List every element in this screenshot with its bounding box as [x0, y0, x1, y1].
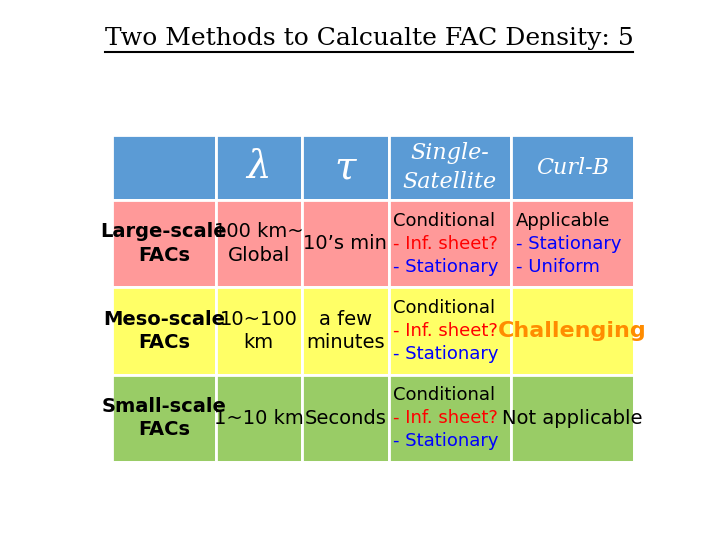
- Text: Conditional: Conditional: [393, 386, 495, 404]
- Text: - Inf. sheet?: - Inf. sheet?: [393, 409, 498, 427]
- Bar: [112, 287, 215, 375]
- Text: Applicable: Applicable: [516, 212, 610, 230]
- Text: 10’s min: 10’s min: [303, 234, 387, 253]
- Bar: [511, 287, 634, 375]
- Bar: [112, 136, 215, 200]
- Text: λ: λ: [246, 149, 271, 186]
- Text: a few
minutes: a few minutes: [306, 309, 384, 352]
- Text: Conditional: Conditional: [393, 212, 495, 230]
- Text: 100 km~
Global: 100 km~ Global: [214, 222, 304, 265]
- Text: 10~100
km: 10~100 km: [220, 309, 298, 352]
- Bar: [215, 287, 302, 375]
- Bar: [302, 136, 389, 200]
- Text: - Inf. sheet?: - Inf. sheet?: [393, 322, 498, 340]
- Text: Meso-scale
FACs: Meso-scale FACs: [103, 309, 225, 352]
- Bar: [511, 200, 634, 287]
- Text: - Stationary: - Stationary: [393, 258, 498, 275]
- Bar: [215, 375, 302, 462]
- Bar: [389, 287, 511, 375]
- Text: τ: τ: [335, 149, 356, 186]
- Text: Conditional: Conditional: [393, 299, 495, 317]
- Text: Small-scale
FACs: Small-scale FACs: [102, 397, 226, 440]
- Text: Large-scale
FACs: Large-scale FACs: [101, 222, 228, 265]
- Text: Not applicable: Not applicable: [503, 409, 643, 428]
- Title: Two Methods to Calcualte FAC Density: 5: Two Methods to Calcualte FAC Density: 5: [104, 28, 634, 50]
- Bar: [511, 136, 634, 200]
- Bar: [511, 375, 634, 462]
- Bar: [112, 375, 215, 462]
- Bar: [302, 200, 389, 287]
- Text: - Stationary: - Stationary: [516, 234, 621, 253]
- Bar: [389, 200, 511, 287]
- Bar: [302, 287, 389, 375]
- Bar: [389, 375, 511, 462]
- Text: - Uniform: - Uniform: [516, 258, 600, 275]
- Text: - Stationary: - Stationary: [393, 345, 498, 363]
- Bar: [302, 375, 389, 462]
- Bar: [215, 200, 302, 287]
- Bar: [112, 200, 215, 287]
- Text: Single-
Satellite: Single- Satellite: [403, 143, 497, 193]
- Bar: [215, 136, 302, 200]
- Text: - Stationary: - Stationary: [393, 432, 498, 450]
- Text: Seconds: Seconds: [305, 409, 386, 428]
- Text: 1~10 km: 1~10 km: [214, 409, 304, 428]
- Text: - Inf. sheet?: - Inf. sheet?: [393, 234, 498, 253]
- Text: Challenging: Challenging: [498, 321, 647, 341]
- Bar: [389, 136, 511, 200]
- Text: Curl-B: Curl-B: [536, 157, 609, 179]
